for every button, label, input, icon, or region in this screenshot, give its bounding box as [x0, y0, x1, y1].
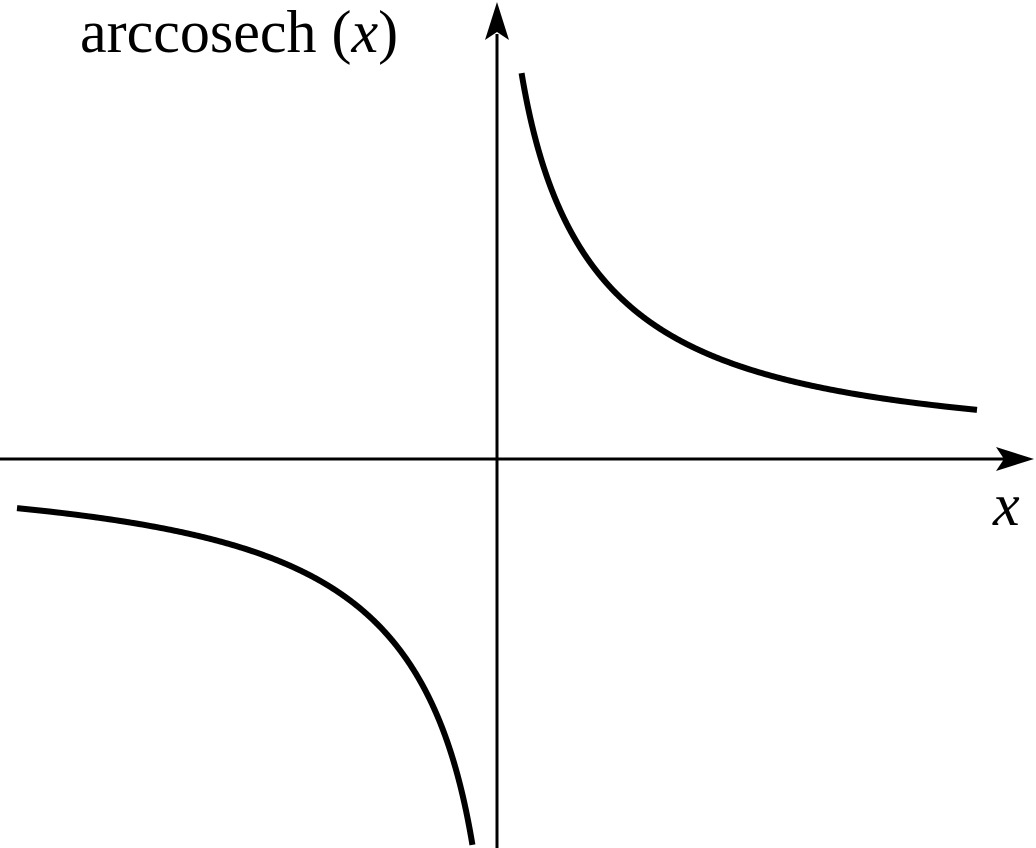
y-axis-label: arccosech (x): [80, 0, 398, 65]
y-axis-label-suffix: ): [378, 0, 398, 65]
y-axis-label-prefix: arccosech (: [80, 0, 351, 65]
x-axis-arrow: [996, 447, 1034, 471]
curve-group: [16, 72, 978, 846]
y-axis-label-variable: x: [350, 0, 378, 65]
y-axis-arrow: [485, 2, 509, 40]
x-axis-label: x: [992, 472, 1020, 538]
curve-negative-x: [16, 505, 476, 846]
curve-positive-x: [518, 72, 978, 413]
